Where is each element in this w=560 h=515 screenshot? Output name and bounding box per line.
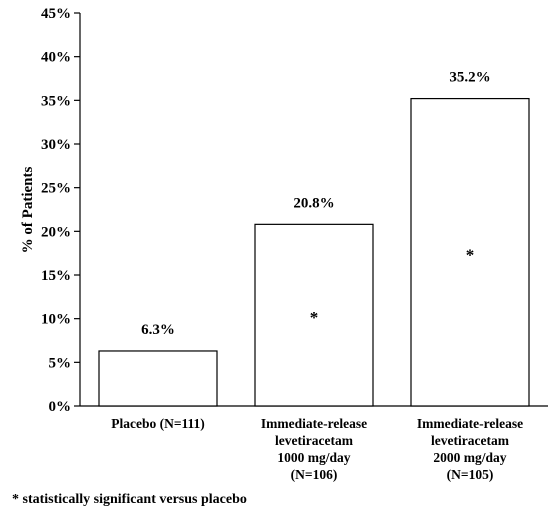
x-tick-labels: Placebo (N=111) Immediate-release levetira… — [111, 416, 523, 482]
data-label: 20.8% — [293, 195, 334, 211]
y-axis-label: % of Patients — [20, 167, 36, 254]
y-tick-label: 45% — [41, 6, 71, 22]
bar — [98, 350, 218, 407]
x-tick-label: Immediate-release levetiracetam 2000 mg/da… — [417, 416, 523, 482]
y-tick-label: 25% — [41, 181, 71, 197]
bars: 6.3% 20.8% * 35.2% * — [98, 70, 530, 407]
significance-marker: * — [310, 308, 319, 327]
y-tick-label: 35% — [41, 93, 71, 109]
bar — [410, 97, 530, 407]
x-tick-label: Placebo (N=111) — [111, 416, 205, 431]
bar — [254, 223, 374, 407]
y-tick-label: 5% — [49, 355, 72, 371]
y-tick-label: 15% — [41, 268, 71, 284]
y-tick-label: 40% — [41, 50, 71, 66]
data-label: 6.3% — [141, 322, 175, 338]
data-label: 35.2% — [449, 70, 490, 86]
footnote: * statistically significant versus place… — [12, 492, 247, 507]
y-tick-label: 0% — [49, 399, 72, 415]
y-tick-label: 30% — [41, 137, 71, 153]
y-ticks: 0% 5% 10% 15% 20% 25% 30% 35% 40% 45% — [41, 6, 80, 415]
y-tick-label: 20% — [41, 224, 71, 240]
significance-marker: * — [466, 245, 475, 264]
bar-chart: % of Patients 0% 5% 10% 15% 20% 25% 30% 35% 40% 4… — [20, 6, 548, 482]
y-tick-label: 10% — [41, 312, 71, 328]
x-tick-label: Immediate-release levetiracetam 1000 mg/da… — [261, 416, 367, 482]
